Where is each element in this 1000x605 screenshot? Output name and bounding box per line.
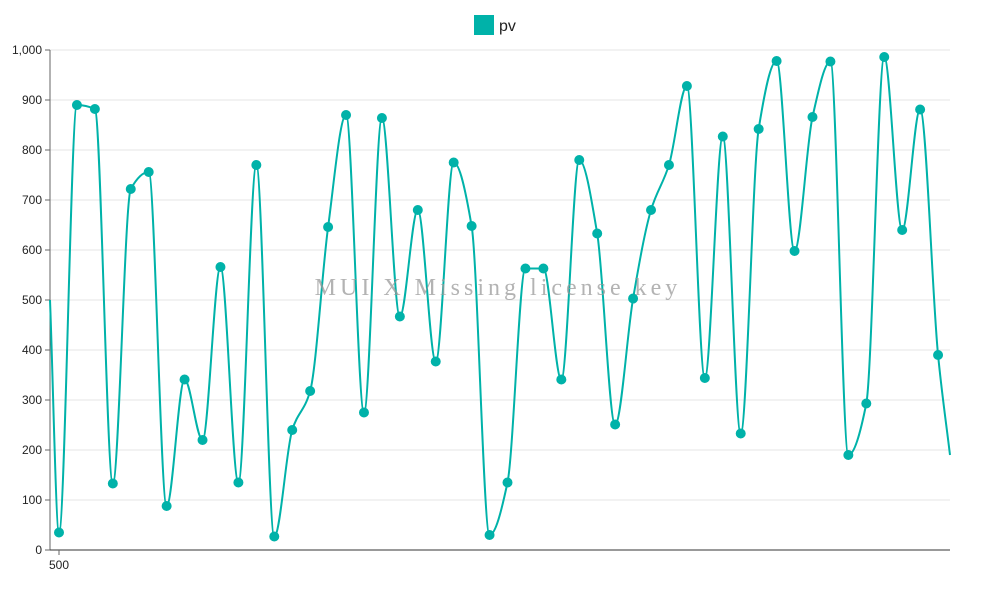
- legend-label-pv[interactable]: pv: [499, 18, 516, 35]
- y-tick-label: 200: [22, 443, 42, 457]
- data-point-pv: [323, 222, 334, 232]
- y-tick-label: 0: [35, 543, 42, 557]
- axes: 0 100 200 300 400 500 600 700 800 900 1,000 500: [12, 43, 950, 572]
- y-tick-label: 700: [22, 193, 42, 207]
- data-point-pv: [305, 386, 316, 396]
- data-point-pv: [681, 81, 692, 91]
- data-point-pv: [717, 131, 728, 142]
- data-point-pv: [628, 293, 639, 304]
- data-point-pv: [448, 157, 459, 168]
- data-point-pv: [574, 155, 585, 165]
- data-point-pv: [394, 311, 405, 322]
- data-point-pv: [430, 356, 441, 367]
- y-tick-label: 900: [22, 93, 42, 107]
- data-point-pv: [89, 104, 100, 114]
- y-tick-label: 500: [22, 293, 42, 307]
- data-point-pv: [807, 112, 818, 122]
- legend-swatch-pv[interactable]: [474, 15, 494, 35]
- data-point-pv: [825, 56, 836, 67]
- data-point-pv: [466, 221, 477, 231]
- data-point-pv: [879, 52, 890, 62]
- data-point-pv: [933, 350, 944, 360]
- y-tick-label: 400: [22, 343, 42, 357]
- data-point-pv: [197, 435, 208, 445]
- data-point-pv: [915, 104, 926, 115]
- data-point-pv: [753, 124, 764, 134]
- data-point-pv: [269, 531, 280, 542]
- data-point-pv: [125, 184, 136, 194]
- data-point-pv: [502, 477, 513, 488]
- data-point-pv: [789, 246, 800, 256]
- data-point-pv: [358, 407, 369, 418]
- data-point-pv: [538, 263, 549, 274]
- data-point-pv: [412, 205, 423, 215]
- data-point-pv: [699, 373, 710, 383]
- data-point-pv: [592, 228, 603, 239]
- data-point-pv: [861, 398, 872, 409]
- x-tick-label: 500: [49, 558, 69, 572]
- y-tick-label: 300: [22, 393, 42, 407]
- data-point-pv: [54, 527, 64, 538]
- data-point-pv: [897, 225, 908, 235]
- series-line-layer: [49, 55, 951, 538]
- data-point-pv: [233, 477, 244, 488]
- data-point-pv: [646, 205, 657, 215]
- legend[interactable]: pv: [474, 15, 516, 35]
- y-tick-label: 100: [22, 493, 42, 507]
- data-point-pv: [71, 100, 82, 110]
- data-point-pv: [251, 160, 262, 170]
- data-point-pv: [771, 56, 782, 66]
- data-point-pv: [843, 450, 854, 460]
- data-point-pv: [179, 374, 190, 385]
- data-point-pv: [376, 113, 387, 123]
- y-tick-label: 1,000: [12, 43, 42, 57]
- series-line-pv: [49, 55, 951, 538]
- data-point-pv: [341, 110, 352, 120]
- data-point-pv: [215, 262, 226, 272]
- data-point-pv: [484, 530, 495, 540]
- data-point-pv: [287, 425, 298, 435]
- data-point-pv: [143, 167, 154, 177]
- y-tick-label: 600: [22, 243, 42, 257]
- data-point-pv: [556, 374, 567, 385]
- data-point-pv: [520, 263, 531, 274]
- data-point-pv: [107, 478, 118, 489]
- data-point-pv: [735, 428, 746, 439]
- license-watermark: MUI X Missing license key: [315, 275, 682, 301]
- data-point-pv: [610, 419, 621, 430]
- grid-lines: [50, 49, 950, 501]
- data-point-pv: [161, 501, 172, 511]
- data-point-pv: [663, 160, 674, 170]
- series-points: [54, 52, 944, 542]
- y-tick-label: 800: [22, 143, 42, 157]
